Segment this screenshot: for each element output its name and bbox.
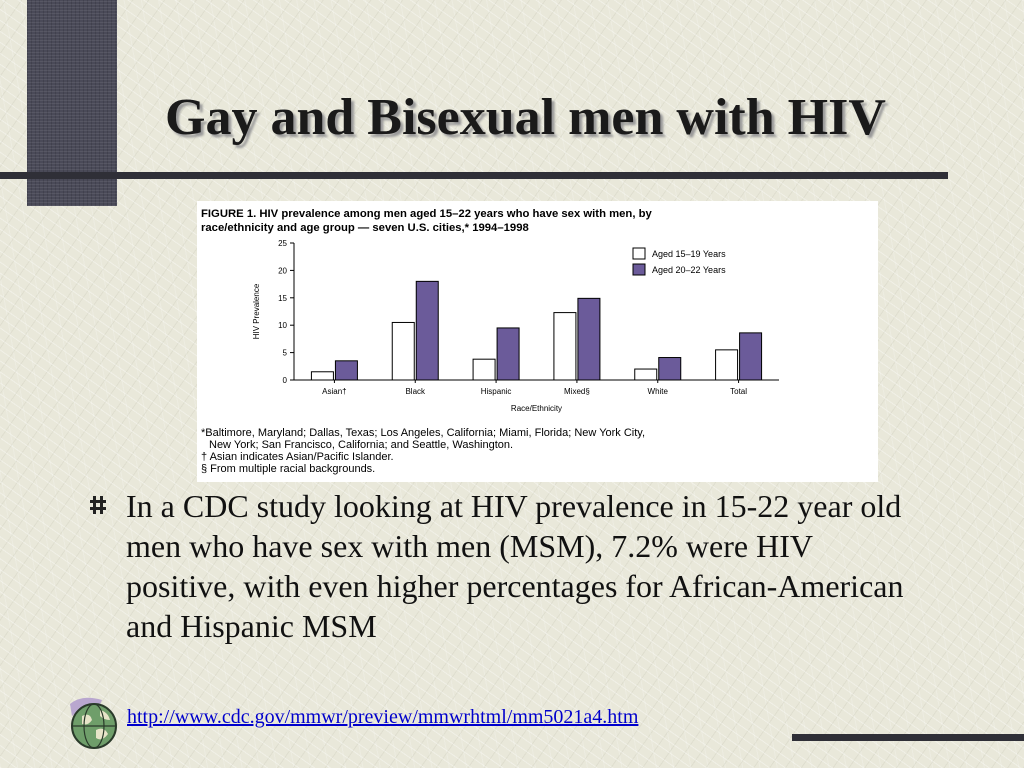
legend-swatch bbox=[632, 263, 646, 276]
x-tick-label: Mixed§ bbox=[564, 387, 590, 396]
bar bbox=[391, 321, 415, 381]
bullet-text: In a CDC study looking at HIV prevalence… bbox=[126, 488, 904, 644]
y-tick-label: 10 bbox=[278, 321, 287, 330]
x-tick-label: White bbox=[648, 387, 669, 396]
bar bbox=[577, 297, 601, 381]
footer-divider bbox=[792, 734, 1024, 741]
x-tick-label: Hispanic bbox=[481, 387, 512, 396]
figure-caption-line-1: FIGURE 1. HIV prevalence among men aged … bbox=[201, 208, 652, 220]
footnote-cities: *Baltimore, Maryland; Dallas, Texas; Los… bbox=[201, 427, 646, 439]
bar bbox=[739, 332, 763, 381]
bar bbox=[658, 357, 682, 381]
figure-caption-line-2: race/ethnicity and age group — seven U.S… bbox=[201, 222, 529, 234]
x-tick-label: Asian† bbox=[322, 387, 346, 396]
bar bbox=[334, 360, 358, 381]
x-tick-label: Total bbox=[730, 387, 747, 396]
y-tick-label: 0 bbox=[283, 376, 288, 385]
bar bbox=[496, 327, 520, 381]
bar bbox=[310, 371, 334, 381]
legend-swatch bbox=[632, 247, 646, 260]
y-tick-label: 15 bbox=[278, 294, 287, 303]
x-tick-label: Black bbox=[405, 387, 426, 396]
figure-caption: FIGURE 1. HIV prevalence among men aged … bbox=[201, 207, 873, 235]
figure-footnotes: *Baltimore, Maryland; Dallas, Texas; Los… bbox=[201, 427, 873, 475]
slide-title: Gay and Bisexual men with HIV bbox=[165, 89, 886, 146]
y-tick-label: 5 bbox=[283, 349, 288, 358]
legend-label: Aged 15–19 Years bbox=[652, 249, 726, 259]
bar-chart: 0 5 10 15 20 25 Asian† Black Hispanic Mixed§ White… bbox=[252, 239, 779, 413]
y-tick-label: 20 bbox=[278, 266, 287, 275]
bar bbox=[472, 358, 496, 381]
y-axis-title: HIV Prevalence bbox=[252, 283, 261, 339]
bar bbox=[634, 368, 658, 381]
source-link[interactable]: http://www.cdc.gov/mmwr/preview/mmwrhtml… bbox=[127, 706, 639, 728]
figure-panel: FIGURE 1. HIV prevalence among men aged … bbox=[197, 201, 878, 482]
bullet-hash-icon bbox=[90, 496, 106, 514]
bar bbox=[415, 280, 439, 381]
footnote-cities-cont: New York; San Francisco, California; and… bbox=[209, 439, 514, 451]
legend-label: Aged 20–22 Years bbox=[652, 265, 726, 275]
footnote-mixed: § From multiple racial backgrounds. bbox=[201, 463, 376, 475]
decorative-corner-block bbox=[27, 0, 117, 206]
bar bbox=[715, 349, 739, 381]
y-tick-label: 25 bbox=[278, 239, 287, 248]
bar bbox=[553, 312, 577, 381]
footnote-asian: † Asian indicates Asian/Pacific Islander… bbox=[201, 451, 394, 463]
globe-icon bbox=[70, 697, 117, 749]
title-divider bbox=[0, 172, 948, 179]
x-axis-title: Race/Ethnicity bbox=[511, 404, 562, 413]
